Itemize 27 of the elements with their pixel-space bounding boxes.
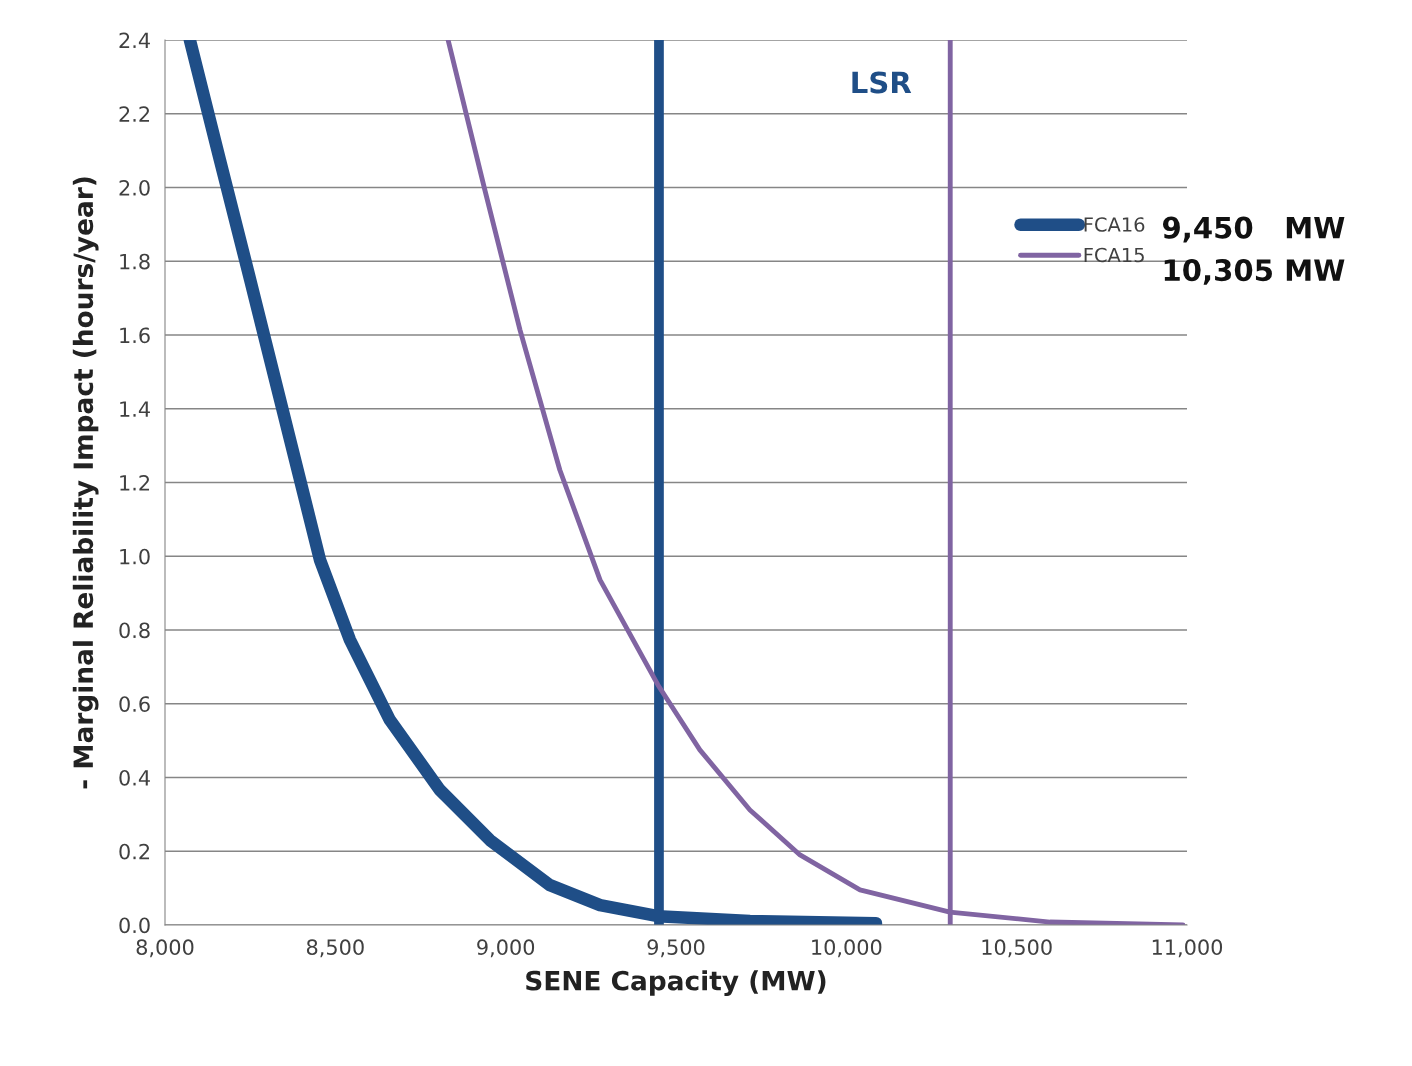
y-tick-label: 1.4 bbox=[120, 401, 150, 417]
y-tick-label: 2.4 bbox=[119, 32, 150, 48]
y-tick-label: 0.6 bbox=[119, 696, 150, 712]
y-tick-label: 0.4 bbox=[119, 769, 150, 786]
y-axis-title: - Marginal Reliability Impact (hours/year) bbox=[72, 177, 99, 789]
y-tick-label: 1.6 bbox=[120, 327, 150, 344]
annotation: 9,450 MW bbox=[1162, 216, 1345, 243]
x-tick-label: 9,500 bbox=[647, 939, 705, 958]
x-tick-label: 8,000 bbox=[136, 939, 194, 958]
y-tick-label: 1.8 bbox=[120, 253, 150, 270]
annotation: LSR bbox=[852, 71, 912, 94]
x-axis-title: SENE Capacity (MW) bbox=[526, 970, 826, 996]
x-tick-label: 11,000 bbox=[1152, 939, 1223, 958]
y-tick-label: 1.0 bbox=[120, 548, 150, 565]
y-tick-label: 2.0 bbox=[119, 179, 150, 196]
legend-label: FCA16 bbox=[1084, 217, 1145, 232]
y-tick-label: 0.2 bbox=[119, 843, 150, 860]
y-tick-label: 0.0 bbox=[119, 917, 150, 934]
y-tick-label: 1.2 bbox=[120, 474, 150, 491]
x-tick-label: 10,000 bbox=[812, 939, 882, 958]
x-tick-label: 8,500 bbox=[306, 939, 364, 958]
legend-label: FCA15 bbox=[1084, 247, 1144, 263]
y-tick-label: 2.2 bbox=[119, 106, 150, 122]
y-tick-label: 0.8 bbox=[119, 622, 150, 639]
x-tick-label: 9,000 bbox=[477, 939, 535, 958]
annotation: 10,305 MW bbox=[1164, 259, 1345, 285]
x-tick-label: 10,500 bbox=[982, 939, 1052, 958]
